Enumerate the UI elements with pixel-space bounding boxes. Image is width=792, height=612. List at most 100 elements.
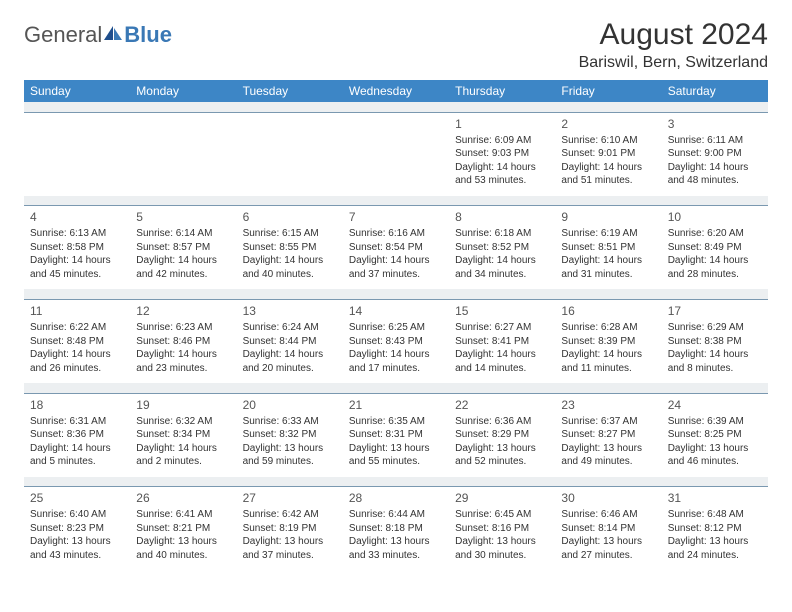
daylight-text: Daylight: 13 hours and 43 minutes.: [30, 535, 124, 562]
daylight-text: Daylight: 13 hours and 46 minutes.: [668, 442, 762, 469]
empty-cell: [237, 112, 343, 196]
daylight-text: Daylight: 14 hours and 5 minutes.: [30, 442, 124, 469]
day-cell: 28Sunrise: 6:44 AMSunset: 8:18 PMDayligh…: [343, 487, 449, 571]
day-number: 27: [243, 490, 337, 506]
day-number: 12: [136, 303, 230, 319]
day-header: Sunday: [24, 80, 130, 102]
day-number: 1: [455, 116, 549, 132]
daylight-text: Daylight: 14 hours and 14 minutes.: [455, 348, 549, 375]
header: General Blue August 2024 Bariswil, Bern,…: [24, 18, 768, 72]
day-header: Thursday: [449, 80, 555, 102]
day-header: Wednesday: [343, 80, 449, 102]
day-cell: 3Sunrise: 6:11 AMSunset: 9:00 PMDaylight…: [662, 112, 768, 196]
day-header: Friday: [555, 80, 661, 102]
sunrise-text: Sunrise: 6:31 AM: [30, 415, 124, 429]
week-row: 25Sunrise: 6:40 AMSunset: 8:23 PMDayligh…: [24, 487, 768, 571]
sunrise-text: Sunrise: 6:13 AM: [30, 227, 124, 241]
sunset-text: Sunset: 8:46 PM: [136, 335, 230, 349]
day-cell: 17Sunrise: 6:29 AMSunset: 8:38 PMDayligh…: [662, 299, 768, 383]
sunrise-text: Sunrise: 6:35 AM: [349, 415, 443, 429]
sunset-text: Sunset: 8:31 PM: [349, 428, 443, 442]
sunset-text: Sunset: 8:43 PM: [349, 335, 443, 349]
sunrise-text: Sunrise: 6:46 AM: [561, 508, 655, 522]
sunrise-text: Sunrise: 6:10 AM: [561, 134, 655, 148]
day-cell: 9Sunrise: 6:19 AMSunset: 8:51 PMDaylight…: [555, 206, 661, 290]
sunrise-text: Sunrise: 6:24 AM: [243, 321, 337, 335]
day-number: 17: [668, 303, 762, 319]
daylight-text: Daylight: 14 hours and 8 minutes.: [668, 348, 762, 375]
sunrise-text: Sunrise: 6:15 AM: [243, 227, 337, 241]
day-number: 4: [30, 209, 124, 225]
sunrise-text: Sunrise: 6:39 AM: [668, 415, 762, 429]
day-cell: 19Sunrise: 6:32 AMSunset: 8:34 PMDayligh…: [130, 393, 236, 477]
sunset-text: Sunset: 8:48 PM: [30, 335, 124, 349]
day-header: Monday: [130, 80, 236, 102]
day-number: 18: [30, 397, 124, 413]
day-cell: 22Sunrise: 6:36 AMSunset: 8:29 PMDayligh…: [449, 393, 555, 477]
sunrise-text: Sunrise: 6:40 AM: [30, 508, 124, 522]
daylight-text: Daylight: 14 hours and 26 minutes.: [30, 348, 124, 375]
daylight-text: Daylight: 14 hours and 17 minutes.: [349, 348, 443, 375]
sunset-text: Sunset: 8:18 PM: [349, 522, 443, 536]
week-row: 1Sunrise: 6:09 AMSunset: 9:03 PMDaylight…: [24, 112, 768, 196]
logo-text-blue: Blue: [124, 22, 172, 48]
day-cell: 21Sunrise: 6:35 AMSunset: 8:31 PMDayligh…: [343, 393, 449, 477]
day-header: Saturday: [662, 80, 768, 102]
day-number: 25: [30, 490, 124, 506]
day-number: 24: [668, 397, 762, 413]
week-row: 11Sunrise: 6:22 AMSunset: 8:48 PMDayligh…: [24, 299, 768, 383]
sunset-text: Sunset: 8:51 PM: [561, 241, 655, 255]
title-block: August 2024 Bariswil, Bern, Switzerland: [579, 18, 768, 72]
spacer-cell: [24, 383, 768, 393]
daylight-text: Daylight: 14 hours and 34 minutes.: [455, 254, 549, 281]
day-number: 30: [561, 490, 655, 506]
sunset-text: Sunset: 8:55 PM: [243, 241, 337, 255]
daylight-text: Daylight: 14 hours and 53 minutes.: [455, 161, 549, 188]
day-cell: 31Sunrise: 6:48 AMSunset: 8:12 PMDayligh…: [662, 487, 768, 571]
sunrise-text: Sunrise: 6:28 AM: [561, 321, 655, 335]
sunset-text: Sunset: 9:00 PM: [668, 147, 762, 161]
day-cell: 25Sunrise: 6:40 AMSunset: 8:23 PMDayligh…: [24, 487, 130, 571]
sunrise-text: Sunrise: 6:11 AM: [668, 134, 762, 148]
day-cell: 20Sunrise: 6:33 AMSunset: 8:32 PMDayligh…: [237, 393, 343, 477]
location: Bariswil, Bern, Switzerland: [579, 54, 768, 72]
day-cell: 7Sunrise: 6:16 AMSunset: 8:54 PMDaylight…: [343, 206, 449, 290]
day-number: 9: [561, 209, 655, 225]
empty-cell: [130, 112, 236, 196]
day-cell: 14Sunrise: 6:25 AMSunset: 8:43 PMDayligh…: [343, 299, 449, 383]
day-number: 31: [668, 490, 762, 506]
day-cell: 1Sunrise: 6:09 AMSunset: 9:03 PMDaylight…: [449, 112, 555, 196]
day-cell: 23Sunrise: 6:37 AMSunset: 8:27 PMDayligh…: [555, 393, 661, 477]
logo: General Blue: [24, 22, 172, 48]
sunset-text: Sunset: 8:57 PM: [136, 241, 230, 255]
spacer-cell: [24, 196, 768, 206]
sunrise-text: Sunrise: 6:25 AM: [349, 321, 443, 335]
sunset-text: Sunset: 8:29 PM: [455, 428, 549, 442]
day-header-row: SundayMondayTuesdayWednesdayThursdayFrid…: [24, 80, 768, 102]
sunrise-text: Sunrise: 6:22 AM: [30, 321, 124, 335]
day-number: 5: [136, 209, 230, 225]
daylight-text: Daylight: 13 hours and 24 minutes.: [668, 535, 762, 562]
day-cell: 4Sunrise: 6:13 AMSunset: 8:58 PMDaylight…: [24, 206, 130, 290]
sunset-text: Sunset: 8:12 PM: [668, 522, 762, 536]
sunrise-text: Sunrise: 6:33 AM: [243, 415, 337, 429]
day-number: 7: [349, 209, 443, 225]
sunset-text: Sunset: 8:19 PM: [243, 522, 337, 536]
sunset-text: Sunset: 8:38 PM: [668, 335, 762, 349]
day-number: 8: [455, 209, 549, 225]
day-cell: 18Sunrise: 6:31 AMSunset: 8:36 PMDayligh…: [24, 393, 130, 477]
day-number: 29: [455, 490, 549, 506]
day-number: 28: [349, 490, 443, 506]
day-cell: 11Sunrise: 6:22 AMSunset: 8:48 PMDayligh…: [24, 299, 130, 383]
sunset-text: Sunset: 8:27 PM: [561, 428, 655, 442]
sunset-text: Sunset: 8:14 PM: [561, 522, 655, 536]
day-cell: 5Sunrise: 6:14 AMSunset: 8:57 PMDaylight…: [130, 206, 236, 290]
empty-cell: [343, 112, 449, 196]
page-title: August 2024: [579, 18, 768, 52]
daylight-text: Daylight: 13 hours and 49 minutes.: [561, 442, 655, 469]
day-number: 19: [136, 397, 230, 413]
spacer-row: [24, 289, 768, 299]
sunset-text: Sunset: 8:58 PM: [30, 241, 124, 255]
daylight-text: Daylight: 14 hours and 2 minutes.: [136, 442, 230, 469]
daylight-text: Daylight: 13 hours and 59 minutes.: [243, 442, 337, 469]
